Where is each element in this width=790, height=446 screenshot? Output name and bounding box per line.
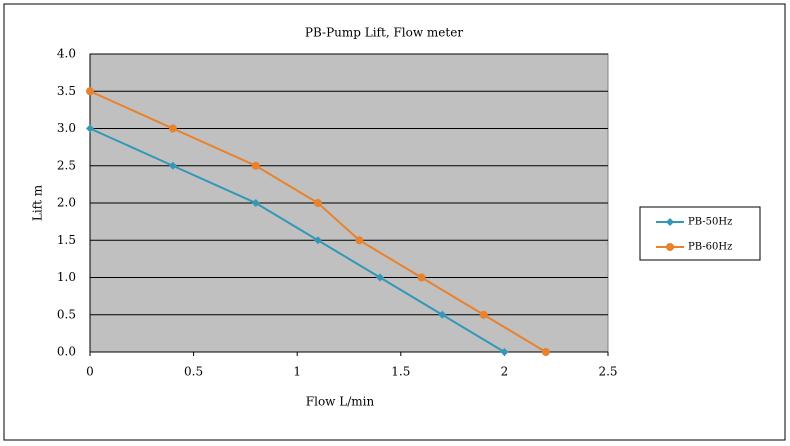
data-point [313, 199, 322, 207]
y-tick-label: 2.0 [57, 196, 76, 210]
y-axis-label: Lift m [31, 184, 45, 221]
y-tick-label: 1.0 [57, 270, 76, 284]
y-tick-label: 0.5 [57, 307, 76, 321]
x-tick-label: 1.5 [391, 365, 410, 379]
y-tick-label: 2.5 [57, 158, 76, 172]
y-tick-label: 4.0 [57, 47, 76, 61]
data-point [479, 310, 488, 319]
legend-label: PB-50Hz [688, 217, 732, 228]
data-point [417, 273, 426, 282]
data-point [168, 161, 177, 170]
data-point [541, 348, 550, 356]
y-tick-label: 0.0 [57, 345, 76, 359]
legend-marker [666, 243, 674, 251]
legend-label: PB-60Hz [688, 242, 732, 253]
x-tick-label: 0 [86, 365, 94, 379]
x-tick-label: 2.5 [598, 365, 617, 379]
y-tick-label: 1.5 [57, 233, 76, 247]
data-point [251, 161, 260, 170]
x-axis-label: Flow L/min [306, 395, 375, 409]
data-point [86, 124, 94, 133]
x-tick-label: 1 [293, 365, 301, 379]
data-point [168, 124, 177, 133]
data-point [438, 310, 447, 319]
data-point [251, 199, 260, 207]
data-point [376, 273, 385, 282]
y-tick-label: 3.5 [57, 84, 76, 98]
data-point [500, 348, 509, 356]
legend-marker [666, 218, 674, 226]
data-point [355, 236, 364, 245]
y-tick-label: 3.0 [57, 121, 76, 135]
data-point [86, 87, 94, 96]
x-tick-label: 0.5 [184, 365, 203, 379]
x-tick-label: 2 [501, 365, 509, 379]
data-point [313, 236, 322, 245]
series-line [89, 90, 547, 353]
chart-title: PB-Pump Lift, Flow meter [305, 26, 463, 40]
legend-box [639, 206, 761, 261]
